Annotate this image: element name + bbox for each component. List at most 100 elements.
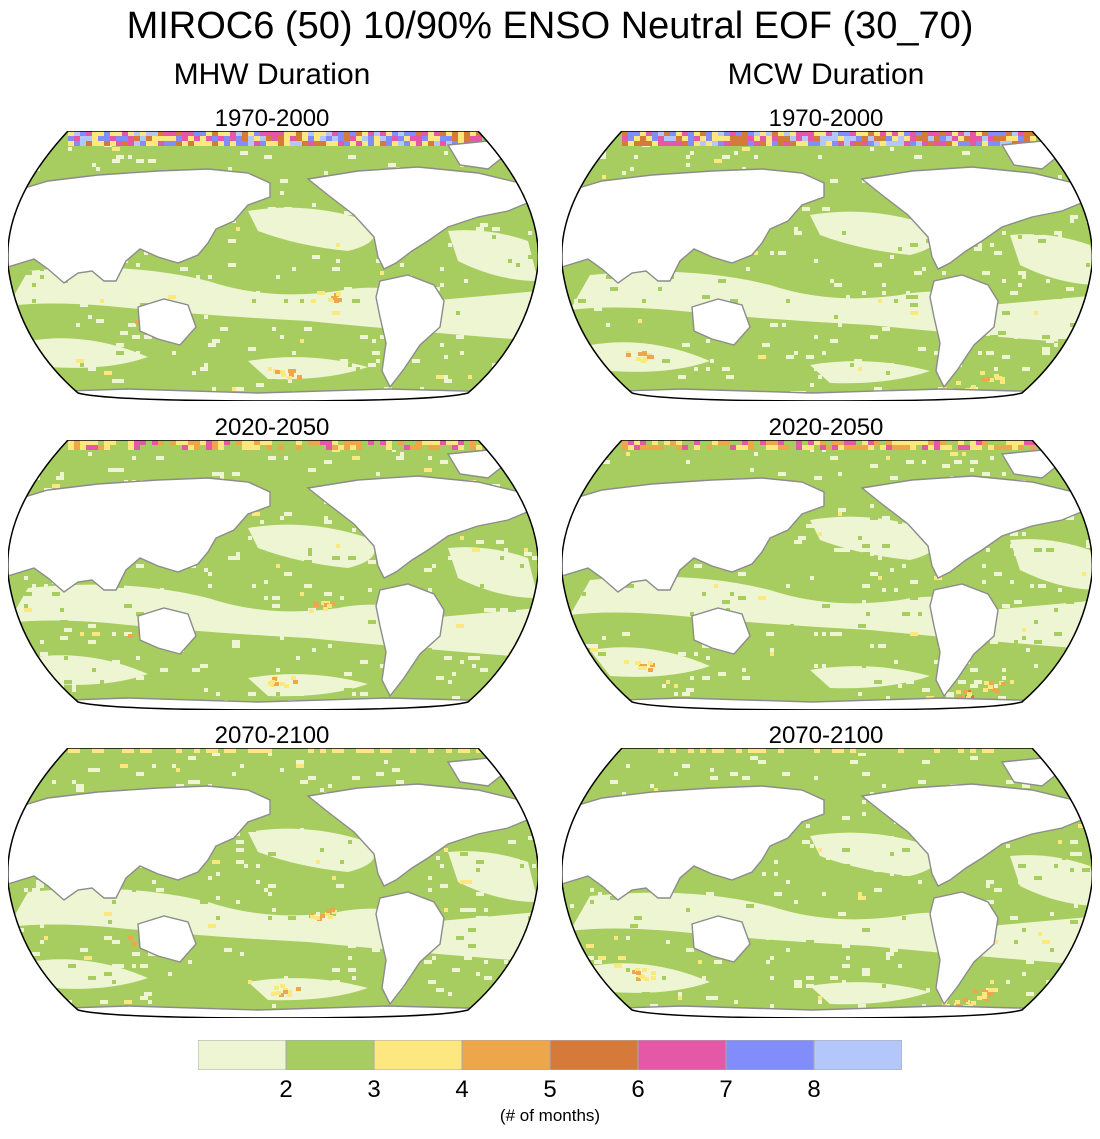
grid-cell bbox=[938, 275, 946, 279]
grid-cell bbox=[324, 460, 332, 464]
grid-cell bbox=[136, 676, 144, 680]
arctic-cell bbox=[314, 748, 320, 753]
arctic-cell bbox=[826, 748, 832, 753]
grid-cell bbox=[922, 155, 930, 159]
grid-cell bbox=[690, 151, 694, 155]
grid-cell bbox=[706, 996, 710, 1000]
grid-cell bbox=[300, 331, 308, 335]
grid-cell bbox=[300, 828, 304, 832]
arctic-cell bbox=[898, 141, 904, 146]
grid-cell bbox=[710, 379, 718, 383]
arctic-cell bbox=[224, 131, 230, 136]
grid-cell bbox=[870, 572, 878, 576]
grid-cell bbox=[476, 235, 480, 239]
arctic-cell bbox=[128, 131, 134, 136]
arctic-cell bbox=[748, 136, 754, 141]
arctic-cell bbox=[700, 445, 706, 450]
grid-cell bbox=[862, 928, 870, 932]
grid-cell bbox=[922, 976, 930, 980]
grid-cell bbox=[758, 259, 762, 263]
grid-cell bbox=[962, 452, 966, 456]
grid-cell bbox=[650, 784, 654, 788]
arctic-cell bbox=[1018, 131, 1024, 136]
grid-cell bbox=[372, 948, 380, 952]
arctic-cell bbox=[826, 440, 832, 445]
grid-cell bbox=[500, 608, 508, 612]
arctic-cell bbox=[868, 748, 874, 753]
grid-cell bbox=[252, 584, 256, 588]
grid-cell bbox=[308, 596, 312, 600]
grid-cell bbox=[1058, 339, 1066, 343]
grid-cell bbox=[456, 872, 464, 876]
grid-cell bbox=[204, 263, 208, 267]
grid-cell bbox=[244, 864, 248, 868]
grid-cell bbox=[468, 928, 476, 932]
grid-cell bbox=[1014, 600, 1022, 604]
grid-cell bbox=[834, 592, 842, 596]
grid-cell bbox=[284, 456, 288, 460]
grid-cell bbox=[886, 548, 890, 552]
arctic-cell bbox=[844, 440, 850, 445]
land-mass bbox=[137, 607, 197, 655]
grid-cell bbox=[204, 379, 212, 383]
arctic-cell bbox=[622, 445, 628, 450]
arctic-cell bbox=[862, 440, 868, 445]
grid-cell bbox=[468, 944, 476, 948]
hotspot-cell bbox=[284, 684, 289, 688]
arctic-cell bbox=[392, 141, 398, 146]
grid-cell bbox=[1034, 347, 1042, 351]
grid-cell bbox=[702, 912, 706, 916]
hotspot-cell bbox=[311, 299, 316, 303]
grid-cell bbox=[68, 391, 76, 395]
arctic-cell bbox=[116, 136, 122, 141]
arctic-cell bbox=[988, 131, 994, 136]
arctic-cell bbox=[68, 131, 74, 136]
grid-cell bbox=[116, 379, 124, 383]
grid-cell bbox=[822, 632, 826, 636]
grid-cell bbox=[96, 480, 100, 484]
arctic-cell bbox=[778, 131, 784, 136]
grid-cell bbox=[52, 592, 60, 596]
arctic-cell bbox=[140, 445, 146, 450]
grid-cell bbox=[532, 1008, 536, 1012]
grid-cell bbox=[910, 580, 918, 584]
grid-cell bbox=[280, 936, 288, 940]
grid-cell bbox=[906, 291, 910, 295]
arctic-cell bbox=[694, 445, 700, 450]
arctic-cell bbox=[862, 748, 868, 753]
grid-cell bbox=[734, 287, 738, 291]
grid-cell bbox=[794, 980, 802, 984]
grid-cell bbox=[842, 816, 850, 820]
grid-cell bbox=[926, 267, 934, 271]
arctic-cell bbox=[904, 136, 910, 141]
grid-cell bbox=[416, 868, 420, 872]
grid-cell bbox=[60, 608, 64, 612]
grid-cell bbox=[982, 564, 986, 568]
grid-cell bbox=[910, 303, 918, 307]
grid-cell bbox=[324, 616, 332, 620]
arctic-cell bbox=[440, 141, 446, 146]
grid-cell bbox=[520, 339, 524, 343]
grid-cell bbox=[774, 860, 778, 864]
grid-cell bbox=[456, 335, 464, 339]
grid-cell bbox=[610, 588, 614, 592]
grid-cell bbox=[630, 167, 634, 171]
arctic-cell bbox=[682, 440, 688, 445]
grid-cell bbox=[750, 267, 758, 271]
grid-cell bbox=[268, 884, 276, 888]
grid-cell bbox=[1086, 263, 1090, 267]
hotspot-cell bbox=[128, 936, 133, 940]
grid-cell bbox=[862, 772, 870, 776]
grid-cell bbox=[504, 684, 512, 688]
arctic-cell bbox=[314, 136, 320, 141]
arctic-cell bbox=[230, 131, 236, 136]
grid-cell bbox=[1026, 960, 1034, 964]
colorbar-swatch-0 bbox=[198, 1040, 287, 1070]
grid-cell bbox=[32, 163, 36, 167]
arctic-cell bbox=[170, 131, 176, 136]
grid-cell bbox=[276, 584, 284, 588]
grid-cell bbox=[686, 460, 690, 464]
grid-cell bbox=[1046, 548, 1054, 552]
arctic-cell bbox=[646, 131, 652, 136]
grid-cell bbox=[1074, 904, 1078, 908]
